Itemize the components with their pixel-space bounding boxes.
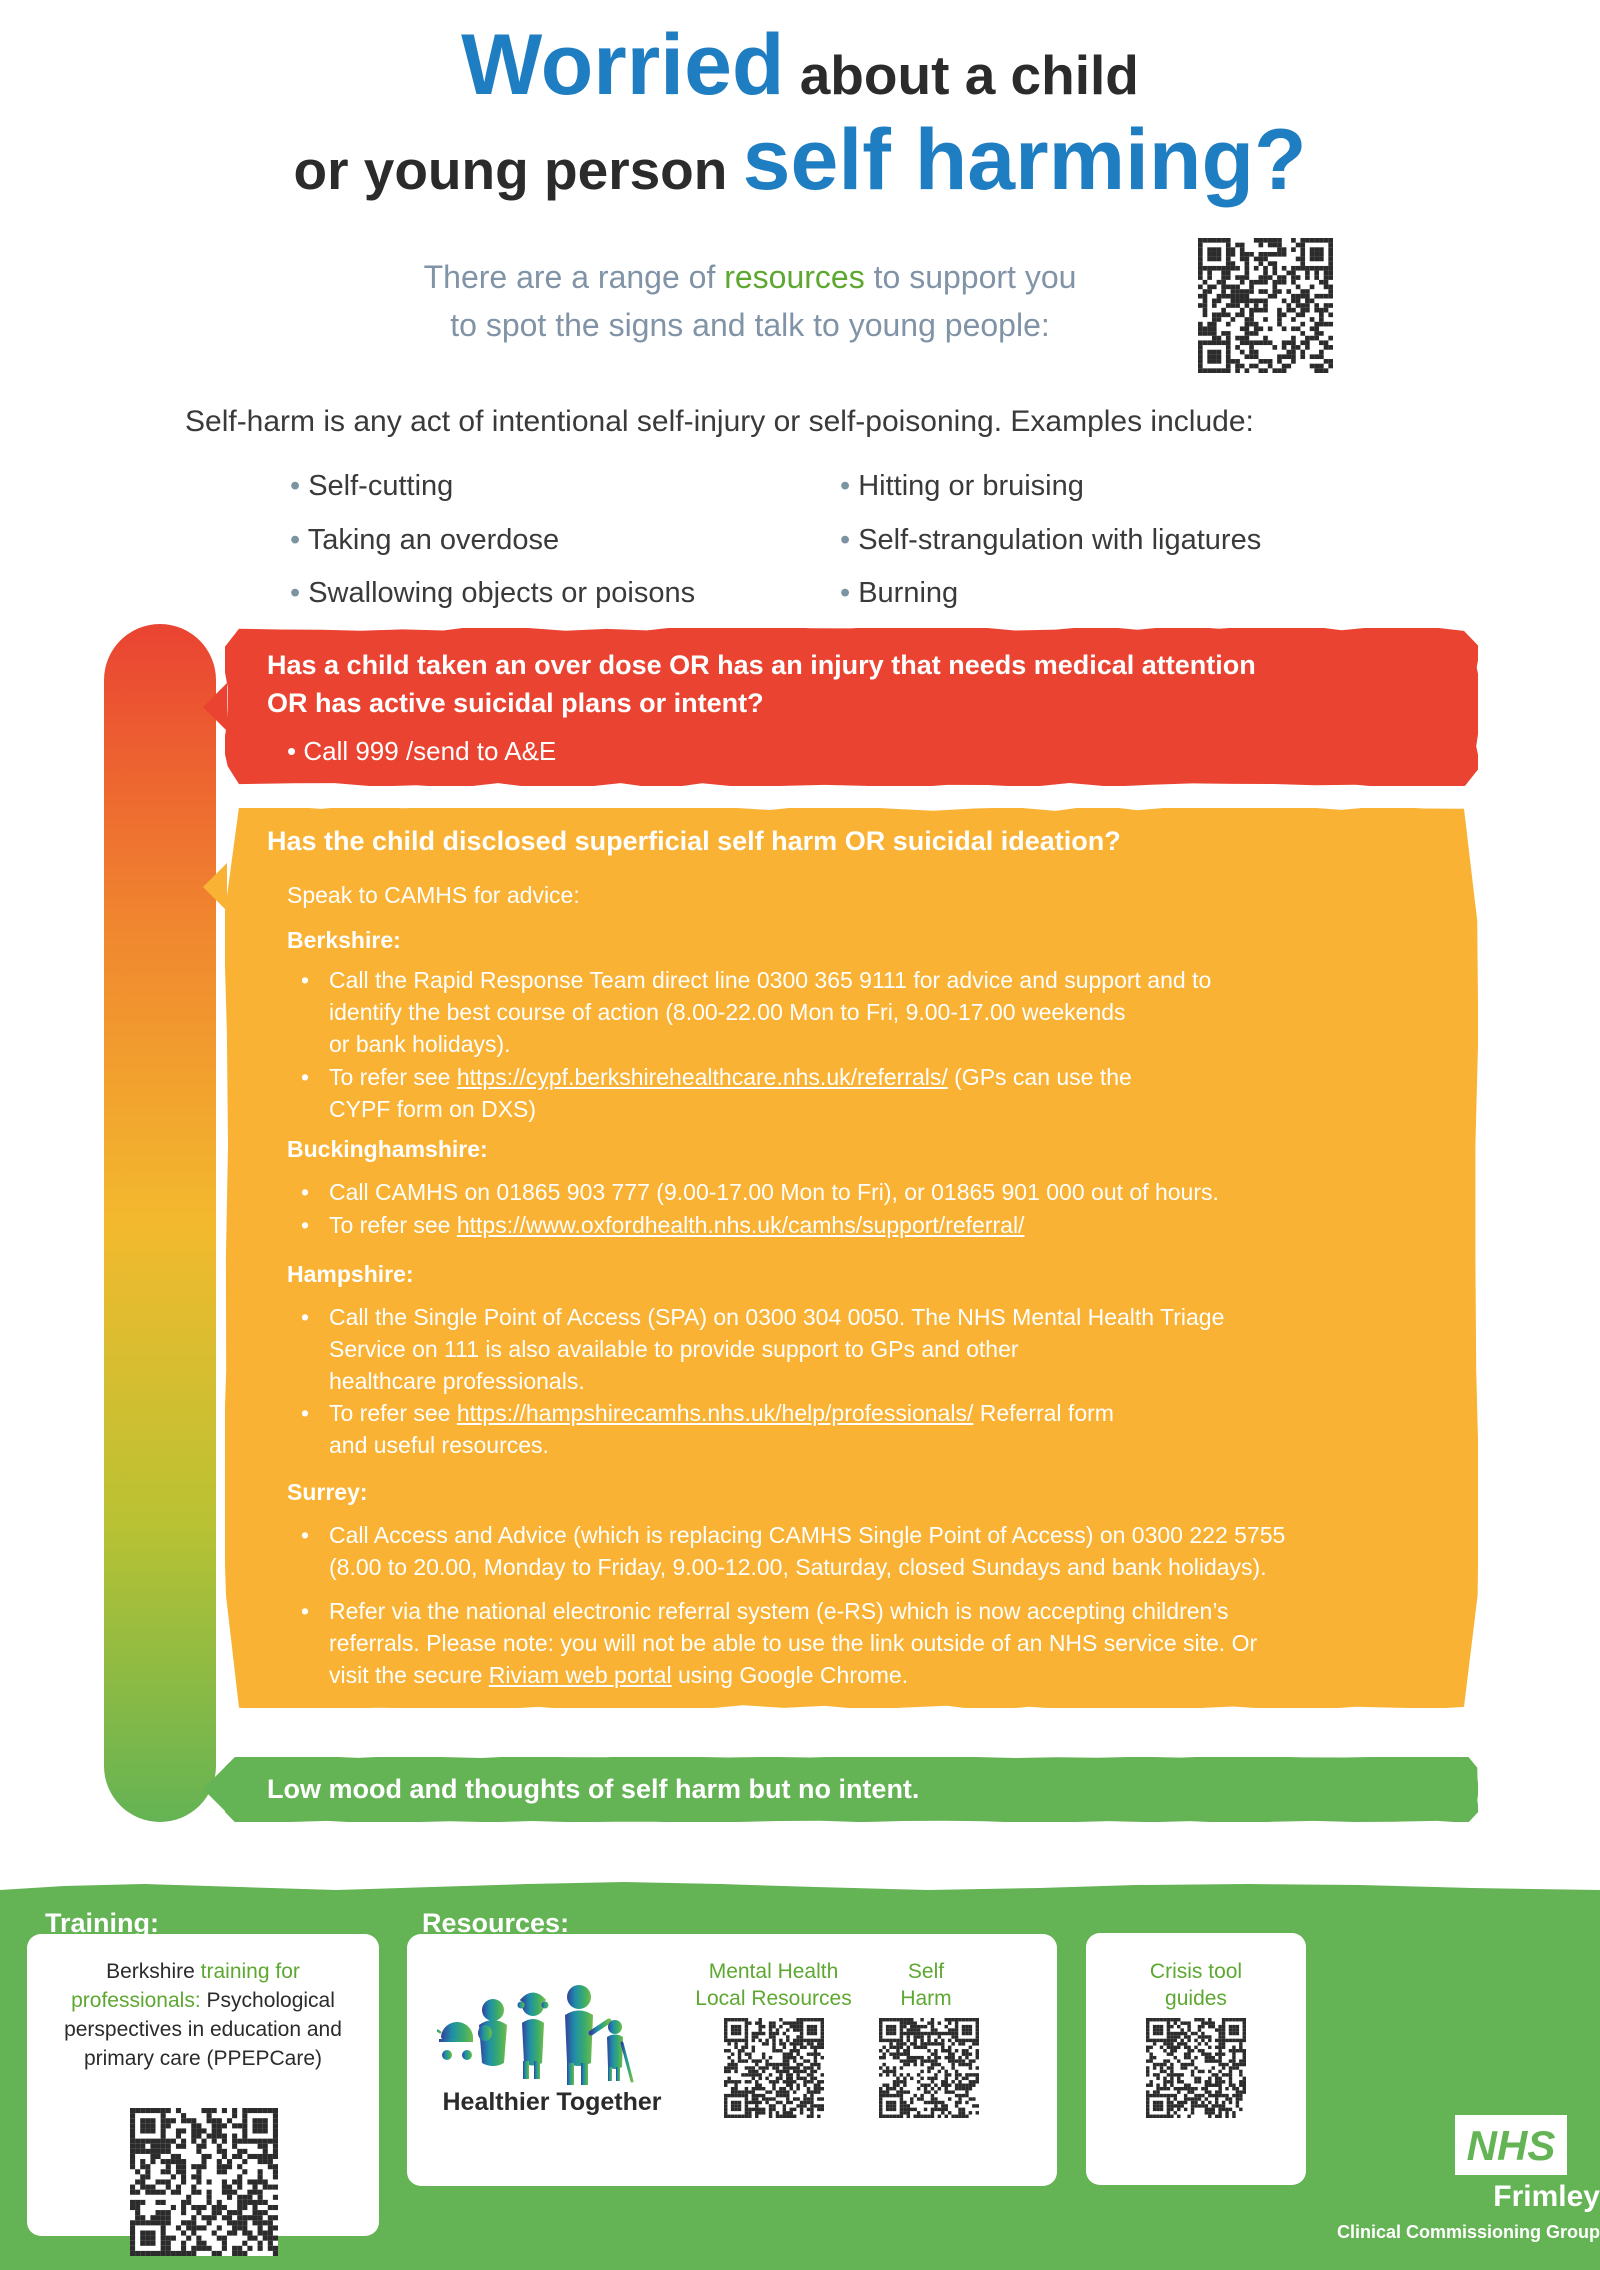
svg-text:NHS: NHS (1467, 2122, 1556, 2169)
